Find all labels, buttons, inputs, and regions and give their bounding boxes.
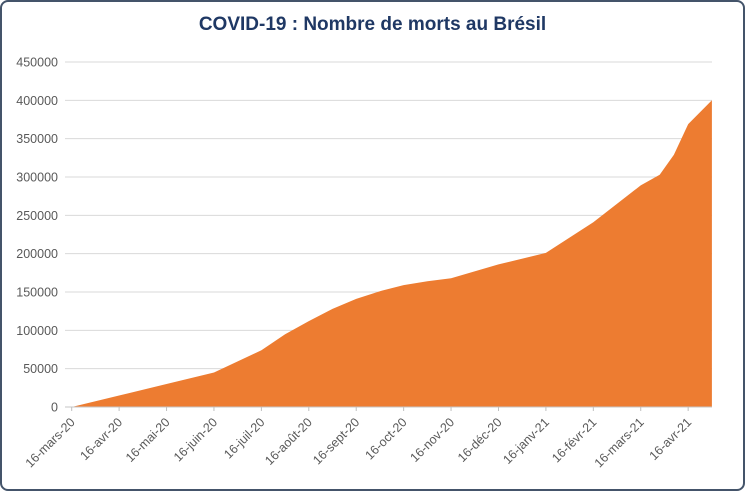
x-axis-label: 16-juil-20 xyxy=(221,415,267,461)
y-axis-label: 450000 xyxy=(16,56,58,70)
chart-title: COVID-19 : Nombre de morts au Brésil xyxy=(198,14,547,35)
y-axis-label: 300000 xyxy=(16,171,58,185)
x-axis-label: 16-août-20 xyxy=(262,415,315,468)
x-axis-label: 16-oct-20 xyxy=(362,415,409,462)
x-axis-label: 16-déc-20 xyxy=(455,415,505,465)
x-axis-label: 16-mai-20 xyxy=(123,415,173,465)
x-axis-label: 16-avr-21 xyxy=(647,415,695,463)
x-axis-label: 16-sept-20 xyxy=(310,415,362,467)
x-axis-label: 16-janv-21 xyxy=(500,415,552,467)
area-series xyxy=(71,100,712,408)
y-axis-label: 350000 xyxy=(16,132,58,146)
x-axis-label: 16-févr-21 xyxy=(549,415,599,465)
x-axis-label: 16-nov-20 xyxy=(408,415,458,465)
x-axis-label: 16-avr-20 xyxy=(77,415,125,463)
y-axis-label: 150000 xyxy=(16,286,58,300)
x-axis-label: 16-juin-20 xyxy=(171,415,220,464)
x-axis-label: 16-mars-20 xyxy=(23,415,78,470)
x-axis-label: 16-mars-21 xyxy=(592,415,647,470)
y-axis-label: 0 xyxy=(51,401,58,415)
y-axis-label: 250000 xyxy=(16,209,58,223)
y-axis-label: 400000 xyxy=(16,94,58,108)
y-axis-label: 50000 xyxy=(23,362,58,376)
y-axis-label: 200000 xyxy=(16,247,58,261)
y-axis-label: 100000 xyxy=(16,324,58,338)
